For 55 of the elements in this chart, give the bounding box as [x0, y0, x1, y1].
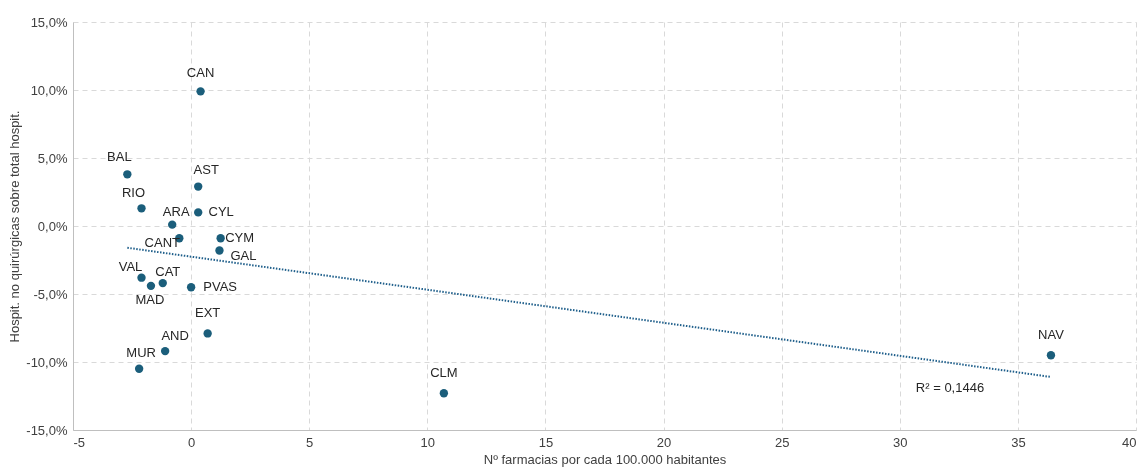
- y-tick-label: -15,0%: [26, 422, 68, 438]
- point: [439, 389, 449, 398]
- y-tick-label: -10,0%: [26, 354, 68, 370]
- annotation: PVAS: [203, 279, 238, 295]
- point: [194, 208, 203, 217]
- annotation: CANT: [144, 235, 181, 251]
- x-tick-label: 10: [420, 434, 436, 450]
- point: [168, 220, 177, 229]
- annotation: BAL: [107, 149, 132, 165]
- x-tick-label: 20: [656, 434, 672, 450]
- point: [160, 346, 170, 356]
- x-tick-label: 15: [538, 434, 554, 450]
- x-tick-label: 30: [893, 434, 908, 450]
- point: [194, 182, 203, 191]
- point: [1046, 351, 1056, 360]
- x-tick-label: 5: [306, 434, 314, 450]
- point: [134, 364, 144, 373]
- y-tick-label: -5,0%: [33, 286, 68, 302]
- annotation: AST: [193, 161, 219, 177]
- point: [146, 281, 156, 291]
- point: [196, 87, 205, 96]
- annotation: GAL: [230, 248, 257, 264]
- point: [137, 204, 146, 213]
- y-tick-label: 15,0%: [30, 14, 68, 30]
- y-tick-label: 10,0%: [30, 82, 68, 98]
- x-tick-label: 35: [1011, 434, 1026, 450]
- point: [186, 283, 196, 292]
- point: [215, 246, 224, 255]
- annotation: R² = 0,1446: [915, 380, 985, 395]
- point: [158, 278, 167, 288]
- annotation: CYL: [208, 204, 234, 220]
- annotation: EXT: [195, 305, 221, 321]
- annotation: MUR: [126, 344, 156, 360]
- y-tick-label: 5,0%: [37, 150, 68, 166]
- annotation: CYM: [225, 230, 255, 246]
- annotation: ARA: [162, 203, 190, 219]
- y-tick-label: 0,0%: [37, 218, 68, 234]
- annotation: RIO: [121, 185, 146, 201]
- x-tick-label: 40: [1122, 434, 1137, 450]
- annotation: NAV: [1038, 327, 1065, 343]
- point: [123, 170, 132, 179]
- y-axis-title: Hospit. no quirúrgicas sobre total hospit.: [7, 110, 23, 343]
- annotation: VAL: [118, 258, 143, 274]
- x-axis-title: Nº farmacias por cada 100.000 habitantes: [483, 451, 727, 467]
- x-tick-label: -5: [73, 434, 86, 450]
- annotation: CLM: [430, 365, 458, 381]
- annotation: MAD: [135, 291, 165, 307]
- annotation: AND: [161, 328, 189, 344]
- point: [137, 273, 146, 282]
- point: [203, 329, 212, 338]
- annotation: CAN: [186, 65, 215, 81]
- point: [216, 234, 225, 243]
- x-tick-label: 0: [187, 434, 196, 450]
- x-tick-label: 25: [774, 434, 790, 450]
- annotation: CAT: [155, 264, 181, 280]
